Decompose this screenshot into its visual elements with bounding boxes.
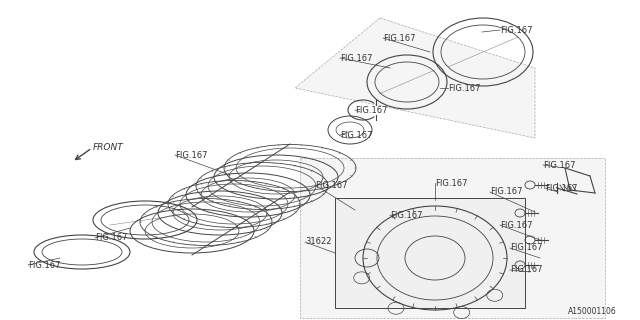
Text: FIG.167: FIG.167 bbox=[340, 131, 372, 140]
Text: FRONT: FRONT bbox=[93, 142, 124, 151]
Text: FIG.167: FIG.167 bbox=[448, 84, 481, 92]
Text: FIG.167: FIG.167 bbox=[500, 26, 532, 35]
Text: FIG.167: FIG.167 bbox=[355, 106, 387, 115]
Text: FIG.167: FIG.167 bbox=[390, 211, 422, 220]
Polygon shape bbox=[335, 198, 525, 308]
Text: FIG.167: FIG.167 bbox=[175, 150, 207, 159]
Polygon shape bbox=[295, 18, 535, 138]
Text: FIG.167: FIG.167 bbox=[545, 183, 577, 193]
Text: FIG.167: FIG.167 bbox=[435, 179, 467, 188]
Text: FIG.167: FIG.167 bbox=[510, 244, 543, 252]
Text: FIG.167: FIG.167 bbox=[510, 266, 543, 275]
Text: FIG.167: FIG.167 bbox=[543, 161, 575, 170]
Text: FIG.167: FIG.167 bbox=[95, 234, 127, 243]
Text: FIG.167: FIG.167 bbox=[500, 220, 532, 229]
Text: FIG.167: FIG.167 bbox=[340, 53, 372, 62]
Polygon shape bbox=[300, 158, 605, 318]
Text: FIG.167: FIG.167 bbox=[490, 188, 522, 196]
Text: 31622: 31622 bbox=[305, 237, 332, 246]
Text: FIG.167: FIG.167 bbox=[315, 180, 348, 189]
Text: FIG.167: FIG.167 bbox=[383, 34, 415, 43]
Text: FIG.167: FIG.167 bbox=[28, 260, 61, 269]
Text: A150001106: A150001106 bbox=[568, 308, 617, 316]
